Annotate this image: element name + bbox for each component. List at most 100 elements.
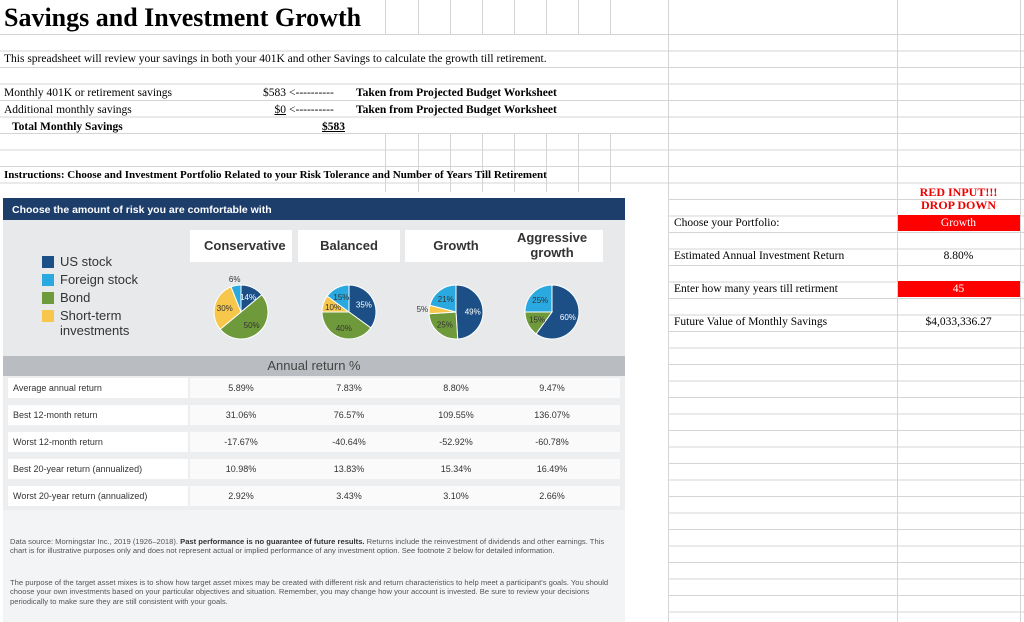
slice-label: 40% <box>336 324 352 333</box>
row-label-box <box>8 378 188 398</box>
row-value-box <box>190 432 620 452</box>
pie-slice <box>429 284 457 313</box>
calc-label: Future Value of Monthly Savings <box>674 316 828 328</box>
row-value: -17.67% <box>224 437 258 447</box>
row-label: Best 12-month return <box>13 410 98 420</box>
row-value: 3.10% <box>443 491 469 501</box>
row-label: Monthly 401K or retirement savings <box>4 87 173 99</box>
note: The purpose of the target asset mixes is… <box>10 578 618 606</box>
row-label-box <box>8 459 188 479</box>
slice-label: 60% <box>560 313 576 322</box>
slice-label: 30% <box>217 304 233 313</box>
legend-swatch <box>42 274 54 286</box>
row-value: -52.92% <box>439 437 473 447</box>
slice-label: 50% <box>244 321 260 330</box>
total-label: Total Monthly Savings <box>12 121 123 133</box>
slice-label: 25% <box>437 321 453 330</box>
calc-label: Choose your Portfolio: <box>674 217 780 229</box>
instructions: Instructions: Choose and Investment Port… <box>4 169 547 181</box>
calc-label: Estimated Annual Investment Return <box>674 250 845 262</box>
note: Data source: Morningstar Inc., 2019 (192… <box>10 537 618 556</box>
source: Taken from Projected Budget Worksheet <box>356 87 557 99</box>
row-value: 3.43% <box>336 491 362 501</box>
calc-value: $4,033,336.27 <box>925 316 992 328</box>
row-value: 15.34% <box>440 464 472 474</box>
annual-return-title: Annual return % <box>267 358 361 373</box>
row-label-box <box>8 405 188 425</box>
input-cell <box>898 281 1020 297</box>
source: Taken from Projected Budget Worksheet <box>356 104 557 116</box>
row-value: 2.92% <box>228 491 254 501</box>
row-value: 76.57% <box>333 410 365 420</box>
row-label-box <box>8 486 188 506</box>
row-label: Average annual return <box>13 383 102 393</box>
row-label: Worst 20-year return (annualized) <box>13 491 148 501</box>
pie-slice <box>326 284 350 313</box>
pie-slice <box>348 284 377 329</box>
row-value-box <box>190 405 620 425</box>
note-text: Returns include the reinvestment of divi… <box>10 537 605 556</box>
slice-label: 15% <box>529 316 545 325</box>
row-label-box <box>8 432 188 452</box>
note-text: Data source: Morningstar Inc., 2019 (192… <box>10 537 181 546</box>
pie-slice <box>213 286 242 330</box>
slice-label: 14% <box>240 293 256 302</box>
row-label: Additional monthly savings <box>4 104 132 116</box>
graphic-header: Choose the amount of risk you are comfor… <box>12 204 272 216</box>
legend-label: US stock <box>60 254 113 269</box>
calc-value: 8.80% <box>943 250 974 262</box>
slice-label: 10% <box>325 303 341 312</box>
column-header-box <box>501 230 603 262</box>
row-value-box <box>190 486 620 506</box>
row-value: -60.78% <box>535 437 569 447</box>
column-header-box <box>405 230 507 262</box>
pie-slice <box>219 294 269 340</box>
legend-swatch <box>42 292 54 304</box>
legend-label: Foreign stock <box>60 272 139 287</box>
portfolio-name: Balanced <box>320 238 378 253</box>
note-text: Past performance is no guarantee of futu… <box>180 537 365 546</box>
row-value: 109.55% <box>438 410 474 420</box>
total-amount: $583 <box>322 121 345 133</box>
row-label: Worst 12-month return <box>13 437 103 447</box>
slice-label: 49% <box>465 307 481 316</box>
row-value: 8.80% <box>443 383 469 393</box>
pie-slice <box>535 284 580 340</box>
legend-label: Short-term investments <box>60 308 130 338</box>
description: This spreadsheet will review your saving… <box>4 53 547 65</box>
legend-label: Bond <box>60 290 91 305</box>
row-value: 136.07% <box>534 410 570 420</box>
pie-slice <box>455 284 484 340</box>
calc-label: Enter how many years till retirment <box>674 283 838 295</box>
slice-label: 5% <box>417 305 429 314</box>
column-header-box <box>298 230 400 262</box>
legend-swatch <box>42 256 54 268</box>
row-value-box <box>190 459 620 479</box>
row-value: 10.98% <box>225 464 257 474</box>
row-value: 7.83% <box>336 383 362 393</box>
row-value: 31.06% <box>225 410 257 420</box>
pie-slice <box>524 284 553 313</box>
row-value: 13.83% <box>333 464 365 474</box>
row-label: Best 20-year return (annualized) <box>13 464 143 474</box>
arrow: <---------- <box>289 104 334 116</box>
slice-label: 21% <box>438 295 454 304</box>
portfolio-name: Conservative <box>204 238 286 253</box>
header-bar <box>3 198 625 220</box>
row-value: 9.47% <box>539 383 565 393</box>
amount: $0 <box>274 104 287 116</box>
slice-label: 6% <box>229 275 241 284</box>
column-header-box <box>190 230 292 262</box>
portfolio-name: Growth <box>433 238 479 253</box>
input-cell <box>898 215 1020 231</box>
slice-label: 15% <box>333 293 349 302</box>
calc-value: Growth <box>940 217 977 229</box>
row-value: 16.49% <box>536 464 568 474</box>
pie-slice <box>321 311 372 340</box>
calc-value: 45 <box>952 283 965 295</box>
row-value: -40.64% <box>332 437 366 447</box>
note-text: The purpose of the target asset mixes is… <box>10 578 609 606</box>
slice-label: 35% <box>356 300 372 309</box>
